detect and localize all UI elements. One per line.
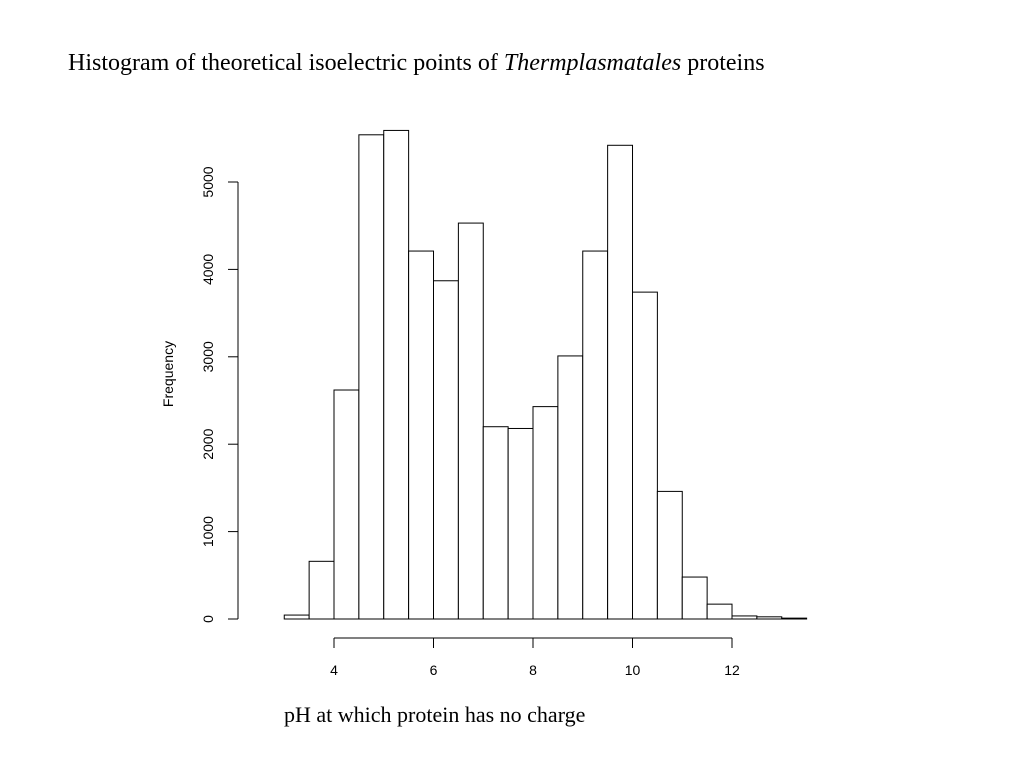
histogram-bar: [457, 222, 484, 620]
bars-group: [283, 129, 808, 620]
histogram-bar: [756, 616, 783, 620]
histogram-bar: [781, 617, 808, 620]
y-tick-label: 3000: [200, 341, 216, 372]
chart-title-italic: Thermplasmatales: [503, 50, 682, 76]
x-tick-label: 10: [625, 662, 641, 678]
histogram-bar: [607, 144, 634, 620]
histogram-bar: [532, 406, 559, 620]
x-axis-label: pH at which protein has no charge: [284, 702, 586, 727]
histogram-bar: [333, 389, 360, 620]
chart-title-prefix: Histogram of theoretical isoelectric poi…: [68, 50, 504, 76]
histogram-bar: [283, 614, 310, 620]
chart-title: Histogram of theoretical isoelectric poi…: [68, 50, 765, 77]
y-tick-label: 4000: [200, 254, 216, 285]
histogram-bar: [358, 134, 385, 620]
y-tick-label: 2000: [200, 428, 216, 459]
histogram-bar: [383, 129, 410, 620]
histogram-bar: [681, 576, 708, 620]
chart-title-suffix: proteins: [681, 50, 765, 76]
x-tick-label: 4: [330, 662, 338, 678]
histogram-bar: [433, 280, 459, 620]
x-axis: 4 6 8 10 12: [330, 637, 740, 678]
histogram-bar: [632, 291, 658, 620]
y-tick-label: 5000: [200, 166, 216, 197]
x-tick-label: 12: [724, 662, 740, 678]
histogram-bar: [656, 490, 683, 620]
histogram-bar: [482, 426, 509, 620]
y-tick-label: 1000: [200, 516, 216, 547]
y-axis: 0 1000 2000 3000 4000 5000: [200, 166, 239, 623]
histogram-bar: [582, 250, 609, 620]
histogram-bar: [706, 603, 733, 620]
x-tick-label: 6: [430, 662, 438, 678]
y-tick-label: 0: [200, 615, 216, 623]
x-tick-label: 8: [529, 662, 537, 678]
histogram-bar: [308, 560, 335, 620]
histogram-bar: [408, 250, 435, 620]
histogram-bar: [557, 355, 584, 620]
y-axis-label: Frequency: [160, 341, 176, 407]
histogram-bar: [731, 615, 758, 620]
histogram-bar: [507, 427, 534, 620]
